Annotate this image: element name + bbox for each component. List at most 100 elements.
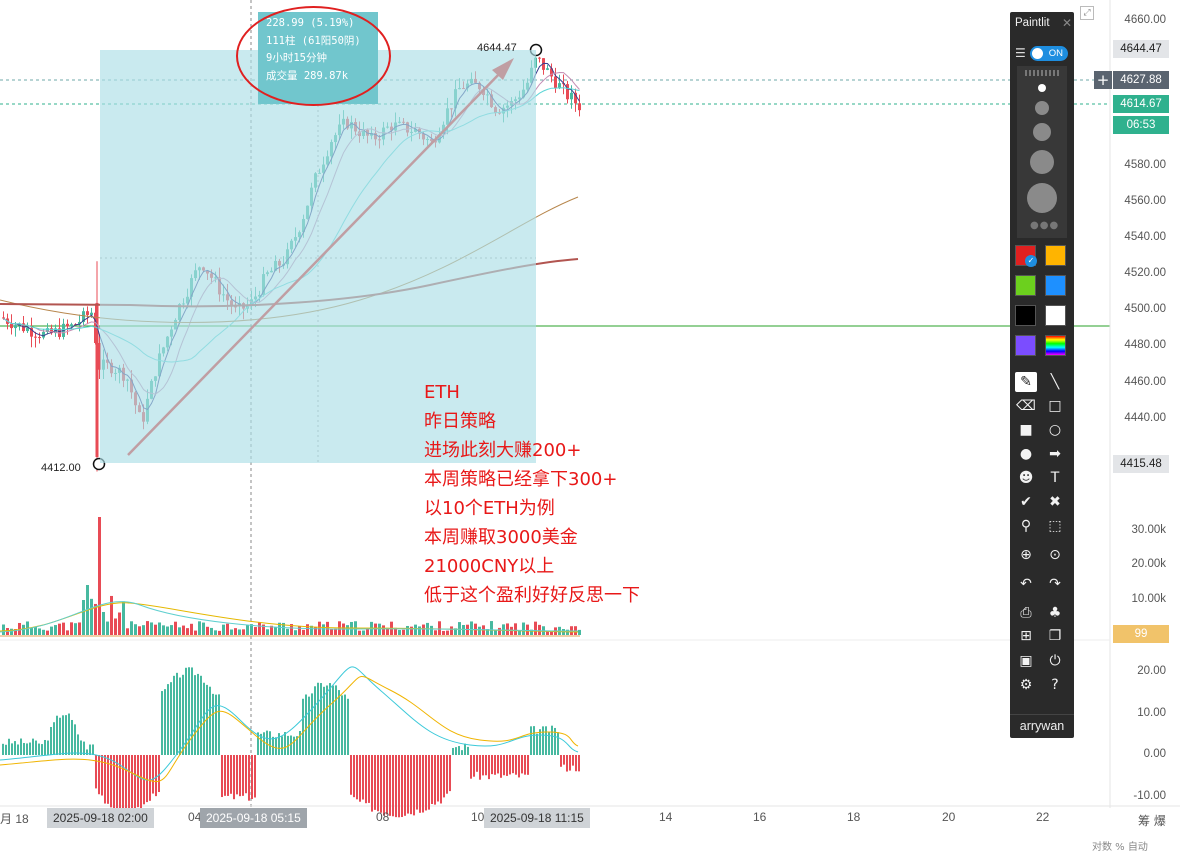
menu-icon[interactable]: ☰ bbox=[1015, 46, 1026, 60]
person-icon[interactable]: ☻ bbox=[1018, 470, 1034, 486]
corner-label[interactable]: 筹 爆 bbox=[1138, 814, 1166, 828]
brush-size-4-icon[interactable] bbox=[1030, 150, 1054, 174]
more-sizes-icon[interactable]: ●●● bbox=[1030, 220, 1060, 231]
copy-icon[interactable]: ❐ bbox=[1048, 628, 1062, 644]
arrow-icon[interactable]: ➡ bbox=[1049, 446, 1061, 462]
macd-histogram-bar bbox=[233, 755, 235, 800]
ellipse-icon[interactable]: ○ bbox=[1048, 422, 1062, 438]
save-icon[interactable]: ▣ bbox=[1019, 653, 1033, 669]
eyedropper-icon[interactable]: ⚲ bbox=[1020, 518, 1032, 534]
macd-histogram-bar bbox=[563, 755, 565, 765]
power-icon[interactable]: ⏻ bbox=[1049, 653, 1061, 669]
macd-histogram-bar bbox=[161, 691, 163, 755]
macd-histogram-bar bbox=[530, 726, 532, 755]
color-swatch[interactable] bbox=[1015, 335, 1036, 356]
eraser-icon[interactable]: ⌫ bbox=[1016, 398, 1036, 414]
brush-size-5-icon[interactable] bbox=[1027, 183, 1057, 213]
color-swatch[interactable] bbox=[1045, 305, 1066, 326]
volume-bar bbox=[18, 622, 21, 635]
macd-histogram-bar bbox=[548, 732, 550, 755]
new-icon[interactable]: ⊞ bbox=[1020, 628, 1032, 644]
color-swatch[interactable] bbox=[1045, 335, 1066, 356]
pencil-icon[interactable]: ✎ bbox=[1015, 372, 1037, 392]
color-swatch[interactable] bbox=[1015, 275, 1036, 296]
macd-histogram-bar bbox=[440, 755, 442, 804]
add-alert-button[interactable]: + bbox=[1094, 71, 1112, 89]
macd-histogram-bar bbox=[284, 732, 286, 755]
macd-histogram-bar bbox=[428, 755, 430, 810]
color-swatch[interactable] bbox=[1045, 275, 1066, 296]
help-icon[interactable]: ? bbox=[1051, 677, 1059, 693]
volume-bar bbox=[90, 598, 93, 635]
volume-bar bbox=[58, 623, 61, 635]
annotation-line: 进场此刻大赚200+ bbox=[424, 440, 582, 461]
volume-bar bbox=[82, 600, 85, 635]
brush-size-3-icon[interactable] bbox=[1033, 123, 1051, 141]
undo-icon[interactable]: ↶ bbox=[1020, 576, 1032, 592]
redo-icon[interactable]: ↷ bbox=[1049, 576, 1061, 592]
macd-histogram-bar bbox=[8, 738, 10, 755]
macd-histogram-bar bbox=[476, 755, 478, 772]
color-swatch[interactable] bbox=[1045, 245, 1066, 266]
clear-icon[interactable]: ♣ bbox=[1048, 605, 1062, 621]
rectangle-icon[interactable]: □ bbox=[1048, 398, 1062, 414]
scale-options[interactable]: 对数 % 自动 bbox=[1092, 842, 1148, 853]
paintlit-toolbar[interactable]: Paintlit ✕ ☰ ON ●●● ✓ ✎ ╲ ⌫ □ ■ ○ ● ➡ ☻ T ✔ ✖ ⚲ ⬚ ⊕ ⊙ ↶ ↷… bbox=[1010, 12, 1074, 738]
macd-histogram-bar bbox=[314, 686, 316, 755]
macd-histogram-bar bbox=[32, 738, 34, 755]
macd-histogram-bar bbox=[128, 755, 130, 814]
brush-size-2-icon[interactable] bbox=[1035, 101, 1049, 115]
volume-bar bbox=[330, 629, 333, 635]
select-icon[interactable]: ⬚ bbox=[1048, 518, 1062, 534]
filled-ellipse-icon[interactable]: ● bbox=[1019, 446, 1033, 462]
volume-bar bbox=[174, 621, 177, 635]
cross-icon[interactable]: ✖ bbox=[1049, 494, 1061, 510]
volume-bar bbox=[34, 626, 37, 635]
macd-histogram-bar bbox=[44, 739, 46, 755]
volume-bar bbox=[118, 612, 121, 635]
color-swatch[interactable] bbox=[1015, 305, 1036, 326]
volume-bar bbox=[78, 622, 81, 635]
on-toggle[interactable]: ON bbox=[1030, 46, 1068, 61]
settings-icon[interactable]: ⚙ bbox=[1019, 677, 1033, 693]
macd-histogram-bar bbox=[380, 755, 382, 813]
size-slider-bar[interactable] bbox=[1025, 70, 1059, 76]
macd-histogram-bar bbox=[206, 684, 208, 755]
brush-size-panel[interactable]: ●●● bbox=[1017, 66, 1067, 238]
volume-bar bbox=[150, 622, 153, 635]
annotation-line: 21000CNY以上 bbox=[424, 556, 555, 577]
check-icon[interactable]: ✔ bbox=[1020, 494, 1032, 510]
text-icon[interactable]: T bbox=[1050, 470, 1060, 486]
macd-histogram-bar bbox=[389, 755, 391, 816]
macd-histogram-bar bbox=[518, 755, 520, 778]
candle-body bbox=[38, 337, 41, 339]
zoom-icon[interactable]: ⊙ bbox=[1049, 547, 1061, 563]
macd-histogram-bar bbox=[260, 733, 262, 755]
macd-histogram-bar bbox=[62, 715, 64, 755]
macd-histogram-bar bbox=[359, 755, 361, 802]
maximize-icon[interactable]: ⤢ bbox=[1080, 6, 1094, 20]
macd-histogram-bar bbox=[371, 755, 373, 812]
price-axis-label: 4560.00 bbox=[1124, 195, 1166, 207]
macd-histogram-bar bbox=[374, 755, 376, 810]
range-measure-box[interactable] bbox=[100, 50, 536, 463]
volume-bar bbox=[546, 630, 549, 635]
macd-histogram-bar bbox=[383, 755, 385, 816]
print-icon[interactable]: ⎙ bbox=[1020, 605, 1032, 621]
volume-bar bbox=[222, 624, 225, 635]
macd-histogram-bar bbox=[74, 724, 76, 755]
macd-histogram-bar bbox=[458, 746, 460, 755]
color-swatch[interactable]: ✓ bbox=[1015, 245, 1037, 267]
macd-axis-label: 10.00 bbox=[1137, 707, 1166, 719]
line-icon[interactable]: ╲ bbox=[1050, 374, 1060, 390]
filled-rect-icon[interactable]: ■ bbox=[1019, 422, 1033, 438]
volume-bar bbox=[74, 623, 77, 635]
volume-bar bbox=[314, 626, 317, 635]
volume-bar bbox=[214, 630, 217, 635]
macd-histogram-bar bbox=[242, 755, 244, 796]
volume-bar bbox=[434, 630, 437, 635]
zoom-in-icon[interactable]: ⊕ bbox=[1020, 547, 1032, 563]
close-icon[interactable]: ✕ bbox=[1062, 16, 1073, 30]
brush-size-1-icon[interactable] bbox=[1038, 84, 1046, 92]
volume-bar bbox=[258, 622, 261, 635]
